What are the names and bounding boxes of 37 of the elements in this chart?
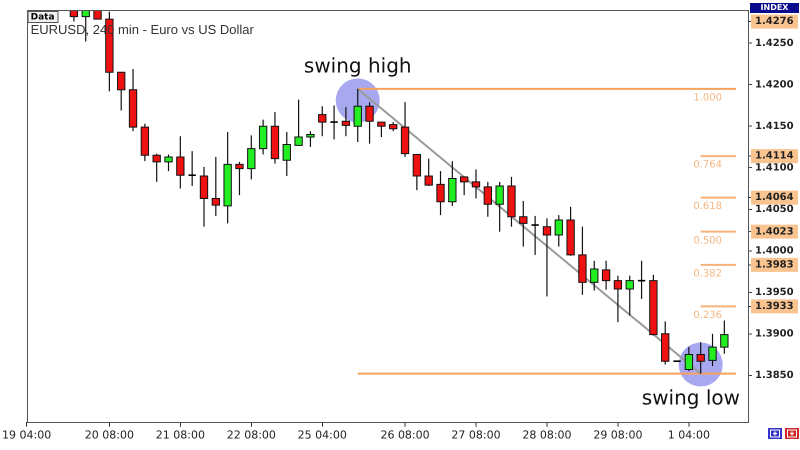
candlestick <box>188 150 197 187</box>
y-tick-label: 1.3933 <box>755 300 794 312</box>
y-tick-label: 1.3983 <box>755 259 794 270</box>
y-tick-label: 1.4276 <box>755 16 794 28</box>
y-tick-label: 1.4114 <box>755 150 794 162</box>
y-tick-label: 1.4250 <box>755 38 794 49</box>
y-tick-label: 1.4000 <box>755 245 794 256</box>
x-tick-label: 20 08:00 <box>84 428 134 442</box>
y-tick-label: 1.3900 <box>755 328 794 340</box>
y-tick-label: 1.3850 <box>755 370 794 381</box>
annotation: 1.000 <box>693 92 722 104</box>
text: INDEX <box>760 3 790 12</box>
annotation: Data <box>30 12 55 22</box>
annotation: 0.500 <box>693 235 722 246</box>
y-tick-label: 1.4023 <box>755 226 794 238</box>
annotation: 0.764 <box>693 160 722 171</box>
annotation: 0.618 <box>693 201 722 212</box>
y-tick-label: 1.4200 <box>755 79 794 90</box>
candlestick <box>530 215 540 256</box>
y-tick-label: 1.4050 <box>755 204 794 215</box>
x-tick-label: 21 08:00 <box>156 428 205 442</box>
x-tick-label: 27 08:00 <box>451 428 501 442</box>
x-tick-label: 26 08:00 <box>380 428 430 442</box>
y-tick-label: 1.3950 <box>755 286 794 298</box>
annotation: 0.382 <box>693 268 722 280</box>
x-tick-label: 19 04:00 <box>2 428 52 442</box>
y-tick-label: 1.4064 <box>755 192 794 204</box>
x-tick-label: 25 04:00 <box>298 428 347 442</box>
y-tick-label: 1.4150 <box>755 120 794 132</box>
x-tick-label: 22 08:00 <box>226 428 276 442</box>
data-label: swing low <box>642 386 740 410</box>
x-tick-label: 29 08:00 <box>593 428 643 442</box>
x-tick-label: 1 04:00 <box>668 428 710 442</box>
y-tick-label: 1.4100 <box>755 162 794 174</box>
annotation: 0.236 <box>693 310 722 321</box>
x-tick-label: 28 08:00 <box>522 428 572 442</box>
data-label: swing high <box>304 53 412 78</box>
